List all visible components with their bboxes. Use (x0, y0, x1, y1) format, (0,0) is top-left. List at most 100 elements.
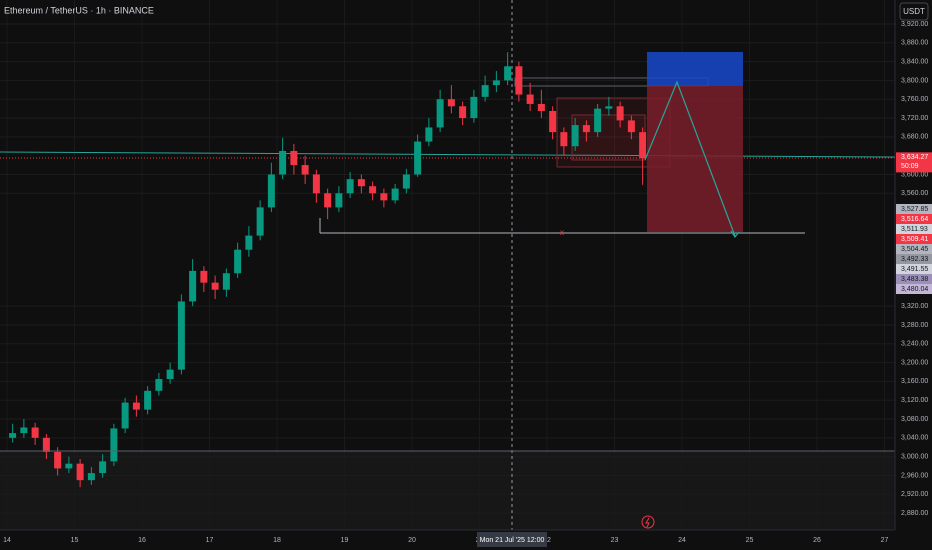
x-tick-label: 19 (341, 537, 349, 544)
candle-body (504, 66, 512, 81)
candle-body (436, 99, 444, 128)
candle-body (9, 433, 17, 438)
x-tick-label: 23 (611, 537, 619, 544)
stop-zone (647, 86, 743, 232)
candle-body (616, 106, 624, 121)
candle-body (402, 174, 410, 189)
price-tag-label: 3,492.33 (901, 256, 928, 263)
x-tick-label: 20 (408, 537, 416, 544)
price-tag-label: 3,527.85 (901, 206, 928, 213)
y-tick-label: 3,120.00 (901, 397, 928, 404)
candle-body (594, 108, 602, 133)
candle-body (526, 94, 534, 104)
y-tick-label: 3,840.00 (901, 58, 928, 65)
x-tick-label: 25 (746, 537, 754, 544)
candle-body (459, 106, 467, 119)
y-tick-label: 3,160.00 (901, 378, 928, 385)
candle-body (324, 193, 332, 208)
price-tag-label: 3,511.93 (901, 226, 928, 233)
candle-body (312, 174, 320, 194)
candle-body (346, 179, 354, 194)
currency-button[interactable] (899, 2, 929, 21)
candle-body (87, 473, 95, 481)
x-tick-label: 22 (543, 537, 551, 544)
candle-body (144, 390, 152, 410)
y-tick-label: 3,320.00 (901, 303, 928, 310)
countdown: 50:09 (901, 163, 919, 170)
candle-body (132, 402, 140, 410)
candle-body (560, 132, 568, 147)
y-tick-label: 3,760.00 (901, 96, 928, 103)
candle-body (211, 282, 219, 290)
price-tag (896, 254, 932, 264)
price-tag (896, 234, 932, 244)
price-tag (896, 274, 932, 284)
candle-body (279, 150, 287, 175)
candle-body (245, 235, 253, 250)
time-axis (0, 530, 932, 550)
candle-body (222, 273, 230, 290)
x-tick-label: 16 (138, 537, 146, 544)
y-tick-label: 3,080.00 (901, 416, 928, 423)
currency-label[interactable]: USDT (903, 7, 925, 16)
candle-body (582, 125, 590, 133)
candle-body (42, 437, 50, 452)
price-tag-label: 3,491.55 (901, 266, 928, 273)
price-tag (896, 204, 932, 214)
candle-body (369, 186, 377, 194)
candle-body (571, 125, 579, 147)
alert-icon[interactable] (641, 515, 655, 529)
price-tag-label: 3,504.45 (901, 246, 928, 253)
candle-body (425, 127, 433, 142)
marker: x (560, 228, 564, 237)
candle-body (515, 66, 523, 95)
y-tick-label: 3,040.00 (901, 435, 928, 442)
y-tick-label: 2,920.00 (901, 491, 928, 498)
candle-body (391, 188, 399, 201)
candle-body (177, 301, 185, 370)
crosshair-time-label: Mon 21 Jul '25 12:00 (480, 537, 545, 544)
candle-body (301, 165, 309, 175)
candle-body (335, 193, 343, 208)
candle-body (155, 379, 163, 391)
candle-body (414, 141, 422, 175)
candle-body (481, 85, 489, 97)
y-tick-label: 3,000.00 (901, 453, 928, 460)
y-tick-label: 3,680.00 (901, 134, 928, 141)
y-tick-label: 3,600.00 (901, 171, 928, 178)
y-tick-label: 2,880.00 (901, 510, 928, 517)
y-tick-label: 3,880.00 (901, 40, 928, 47)
candle-body (639, 132, 647, 159)
candle-body (20, 427, 28, 434)
candle-body (31, 427, 39, 438)
x-tick-label: 14 (3, 537, 11, 544)
y-tick-label: 3,200.00 (901, 359, 928, 366)
candle-body (492, 80, 500, 86)
plot-bg (0, 0, 895, 530)
candle-body (627, 120, 635, 133)
candle-body (234, 249, 242, 274)
crosshair-time-tag (477, 532, 547, 547)
price-tag-label: 3,509.41 (901, 236, 928, 243)
y-tick-label: 3,240.00 (901, 341, 928, 348)
candle-body (200, 270, 208, 283)
y-tick-label: 3,920.00 (901, 21, 928, 28)
price-tag (896, 284, 932, 294)
symbol-title: Ethereum / TetherUS · 1h · BINANCE (4, 5, 154, 15)
trend-line (0, 151, 896, 158)
candle-body (267, 174, 275, 208)
candle-body (470, 96, 478, 119)
y-tick-label: 3,720.00 (901, 115, 928, 122)
y-tick-label: 2,960.00 (901, 472, 928, 479)
alert-icon[interactable] (645, 517, 650, 528)
candle-body (76, 463, 84, 481)
x-tick-label: 18 (273, 537, 281, 544)
price-tag (896, 244, 932, 254)
y-tick-label: 3,800.00 (901, 77, 928, 84)
candle-body (357, 179, 365, 187)
candle-body (189, 270, 197, 302)
price-tag-label: 3,480.04 (901, 286, 928, 293)
price-tag (896, 264, 932, 274)
